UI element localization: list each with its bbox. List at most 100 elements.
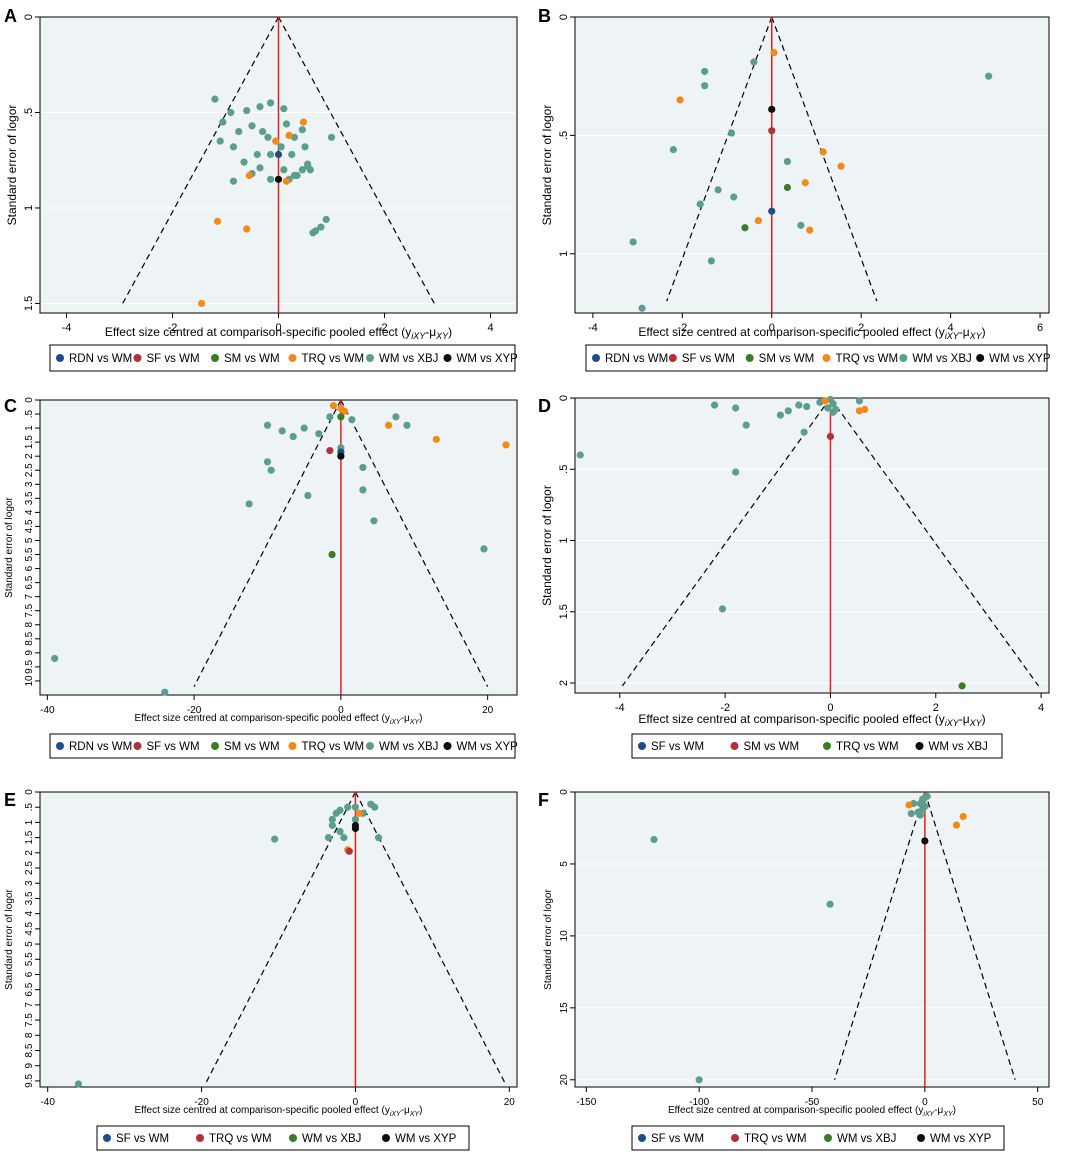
x-tick-label: 0 [769,322,775,334]
data-point [345,847,353,855]
data-point [322,215,330,224]
x-tick-label: 2 [381,322,387,334]
y-tick-label: 1.5 [24,830,35,844]
legend-marker [730,742,739,750]
data-point [432,435,440,443]
data-point [248,122,256,130]
x-axis-title: Effect size centred at comparison-specif… [135,1105,423,1118]
x-tick-label: -4 [615,702,625,714]
data-point [829,400,837,408]
data-point [351,824,360,833]
data-point [806,226,814,234]
data-point [795,401,803,409]
legend-marker [366,742,374,750]
y-tick-label: 5.5 [24,952,35,966]
data-point [921,837,929,845]
data-point [328,821,336,830]
legend-label: WM vs XYP [989,353,1051,365]
y-tick-label: .5 [24,409,35,418]
legend-label: WM vs XYP [457,353,519,365]
data-point [326,446,334,455]
data-point [701,82,709,90]
data-point [348,416,356,424]
data-point [309,229,317,237]
legend-marker [638,742,646,750]
x-tick-label: -2 [720,702,730,714]
panel-letter: F [538,790,549,810]
y-tick-label: 6 [24,971,35,977]
data-point [355,809,363,817]
legend-label: WM vs XBJ [837,1133,896,1145]
legend-marker [745,354,754,362]
legend-marker [196,1134,204,1142]
data-point [770,48,778,57]
legend-marker [917,1134,925,1142]
data-point [298,126,306,134]
data-point [327,133,336,141]
data-point [299,118,308,126]
data-point [240,158,248,166]
data-point [74,1080,83,1088]
data-point [359,486,367,494]
panel-b: B -4 -2 0 2 4 6 0 .5 1 Standard error of logor Effe… [538,6,1051,372]
x-axis-title: Effect size centred at comparison-specif… [668,1105,956,1118]
data-point [344,803,352,811]
data-point [198,299,206,308]
legend-label: SF vs WM [116,1133,169,1145]
y-tick-label: .5 [24,803,35,812]
data-point [905,801,913,809]
x-tick-label: -2 [677,322,687,334]
legend-marker [638,1134,646,1142]
x-tick-label: 4 [487,322,493,334]
y-tick-label: 10 [24,675,35,687]
data-point [304,162,312,170]
x-tick-label: 50 [1032,1097,1044,1108]
panel-c: C -40 -20 0 20 0 .5 1 1.5 2 2.5 3 3.5 4 4.5 5 5.5 6 6.5 7 7.… [4,396,518,759]
legend-marker [366,354,374,362]
data-point [676,96,684,104]
legend-label: TRQ vs WM [836,353,899,365]
y-tick-label: 7.5 [24,603,35,617]
data-point [301,143,309,151]
legend-marker [824,1134,832,1142]
data-point [219,118,227,126]
panel-letter: E [4,790,16,810]
data-point [695,1076,703,1084]
data-point [235,127,243,136]
legend-marker [56,354,64,362]
data-point [701,67,709,76]
data-point [285,131,293,139]
data-point [351,815,360,823]
data-point [282,120,291,128]
data-point [824,404,832,412]
data-point [392,413,400,421]
funnel-right-line [924,791,1016,1080]
data-point [161,688,169,696]
legend-marker [915,742,924,750]
y-tick-label: 0 [23,14,35,20]
plot-area [574,397,1050,694]
data-point [629,238,637,246]
y-tick-label: 9 [24,650,35,656]
data-point [263,458,272,466]
funnel-right-line [829,397,1039,687]
y-tick-label: 5 [24,537,35,543]
y-tick-label: .5 [558,465,570,474]
legend-label: SF vs WM [651,741,704,753]
data-point [259,127,267,136]
data-point [266,150,275,159]
x-tick-label: 6 [1037,322,1043,334]
y-tick-label: 4.5 [24,519,35,533]
data-point [229,177,238,185]
data-point [819,148,827,156]
x-tick-label: -4 [62,322,72,334]
legend-box [631,733,1003,759]
legend-label: TRQ vs WM [744,1133,807,1145]
funnel-right-line [277,16,435,304]
x-tick-label: 4 [948,322,954,334]
data-point [732,404,740,412]
legend-marker [211,742,219,750]
data-point [280,105,288,113]
y-tick-label: 4 [24,910,35,916]
